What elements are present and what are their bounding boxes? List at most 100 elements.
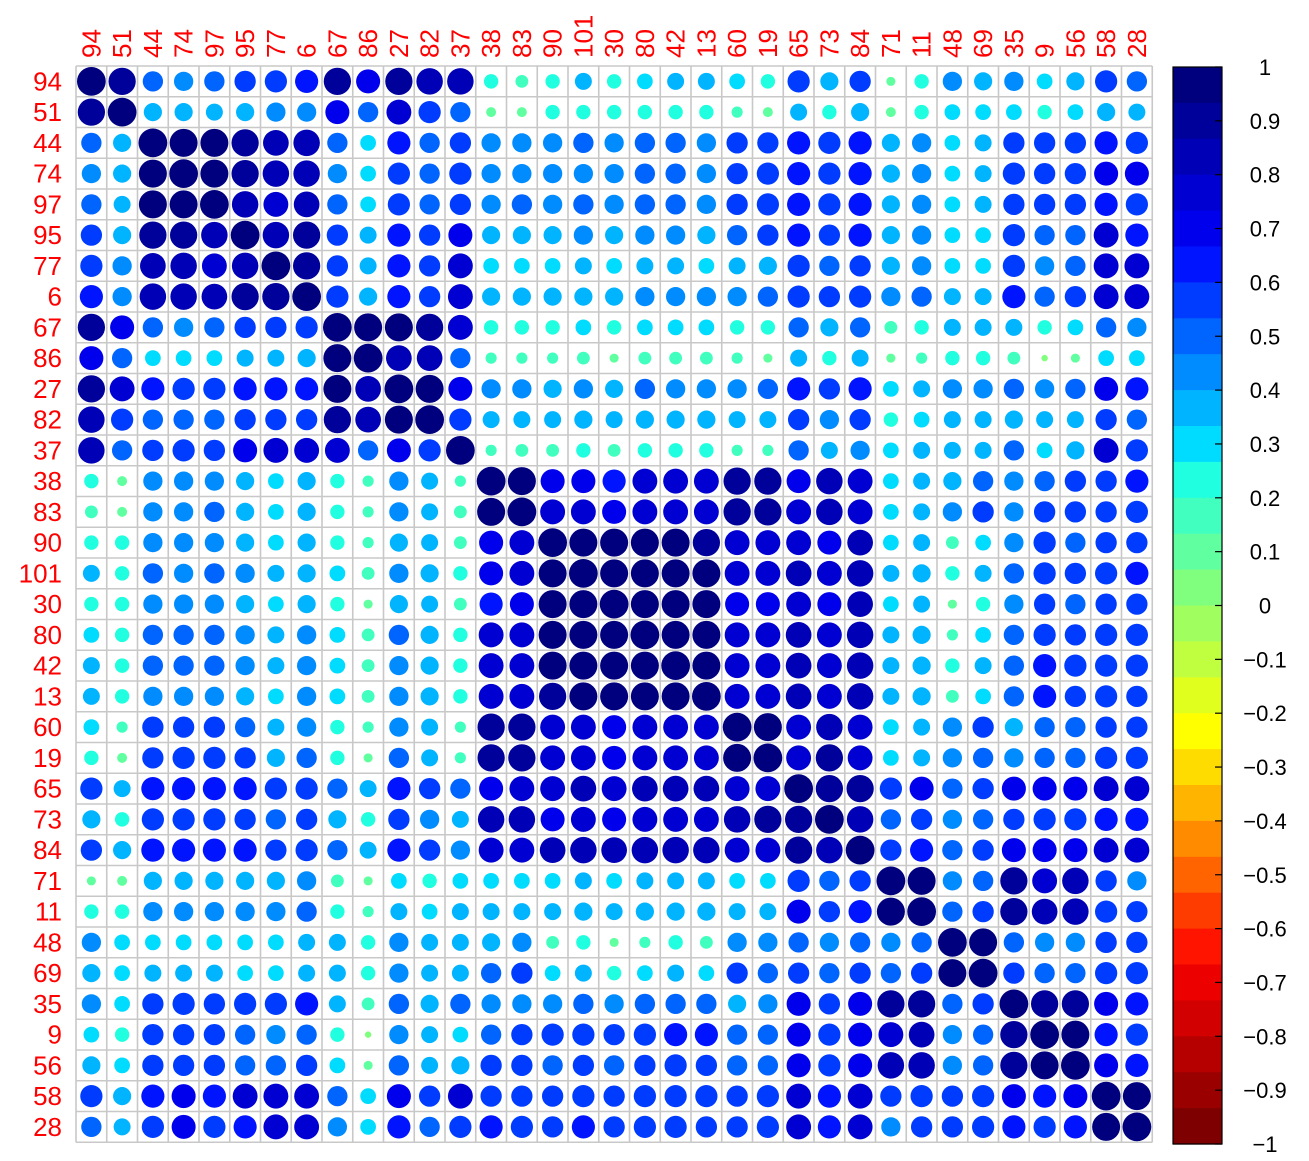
matrix-cells [76,66,1152,1142]
correlation-cell [1125,469,1149,493]
correlation-cell [603,1055,625,1076]
correlation-cell [143,471,163,491]
correlation-cell [234,316,256,339]
correlation-cell [1003,563,1025,584]
correlation-cell [1094,70,1118,93]
correlation-cell [603,1116,625,1138]
correlation-cell [453,689,468,704]
correlation-cell [973,379,993,399]
correlation-cell [114,996,130,1012]
correlation-cell [724,560,750,586]
correlation-cell [418,439,441,462]
correlation-cell [696,194,717,215]
correlation-cell [759,411,777,429]
correlation-cell [389,563,409,584]
correlation-cell [452,873,469,889]
correlation-cell [361,997,375,1011]
correlation-cell [296,655,317,676]
correlation-cell [232,1083,258,1109]
correlation-cell [420,564,439,583]
correlation-cell [512,379,532,399]
correlation-cell [264,777,288,800]
correlation-cell [669,351,683,365]
correlation-cell [849,870,871,892]
correlation-cell [540,745,566,771]
correlation-cell [1125,807,1149,831]
correlation-cell [116,721,128,733]
correlation-cell [267,718,285,736]
correlation-cell [913,749,931,767]
correlation-cell [788,440,809,461]
correlation-cell [141,838,165,862]
colorbar-segment [1173,569,1222,607]
correlation-cell [1032,868,1058,894]
correlation-cell [263,130,289,156]
correlation-cell [296,625,317,645]
correlation-cell [699,935,713,949]
correlation-cell [849,70,871,93]
correlation-cell [112,256,132,276]
correlation-cell [450,778,471,799]
correlation-cell [323,405,352,434]
correlation-cell [540,499,566,525]
correlation-cell [485,352,497,364]
correlation-cell [387,254,411,278]
correlation-cell [515,74,529,88]
correlation-cell [296,871,317,891]
correlation-cell [1124,284,1150,310]
correlation-cell [142,716,164,738]
correlation-cell [723,743,752,772]
correlation-cell [756,1115,780,1139]
correlation-cell [851,349,869,367]
correlation-cell [846,683,874,710]
correlation-cell [1062,898,1089,925]
correlation-cell [911,225,932,245]
correlation-cell [661,651,691,681]
column-label: 6 [292,44,322,58]
correlation-cell [1125,654,1149,677]
correlation-cell [731,352,743,364]
correlation-cell [572,1023,595,1046]
correlation-cell [476,466,506,496]
correlation-cell [324,437,350,463]
correlation-cell [511,1023,533,1046]
correlation-cell [724,683,750,709]
correlation-cell [511,1054,533,1077]
correlation-cell [697,902,716,921]
correlation-cell [388,747,410,769]
correlation-cell [448,376,473,401]
correlation-cell [731,106,743,118]
correlation-cell [606,104,622,120]
correlation-cell [845,835,875,865]
correlation-cell [601,776,627,802]
colorbar-tick-label: 0.6 [1250,270,1281,295]
correlation-cell [762,107,773,118]
correlation-cell [847,468,873,494]
correlation-cell [330,904,345,919]
correlation-cell [609,353,619,363]
correlation-cell [876,866,906,896]
colorbar-segment [1173,1036,1222,1073]
correlation-cell [942,71,963,92]
correlation-cell [1094,807,1118,831]
correlation-cell [479,530,504,555]
correlation-cell [234,747,256,769]
correlation-cell [113,226,132,245]
correlation-cell [815,774,844,803]
correlation-cell [139,283,167,310]
correlation-cell [911,163,932,184]
correlation-cell [1003,932,1025,953]
correlation-cell [1034,747,1055,769]
correlation-cell [972,839,994,861]
colorbar-segment [1173,1000,1222,1037]
correlation-cell [113,841,132,860]
correlation-cell [450,347,471,369]
correlation-cell [1094,131,1118,155]
correlation-cell [630,651,659,680]
correlation-cell [81,163,102,184]
correlation-cell [786,1083,812,1109]
correlation-cell [360,965,376,981]
correlation-cell [1094,1023,1118,1047]
correlation-cell [237,965,253,981]
row-label: 71 [33,866,62,896]
